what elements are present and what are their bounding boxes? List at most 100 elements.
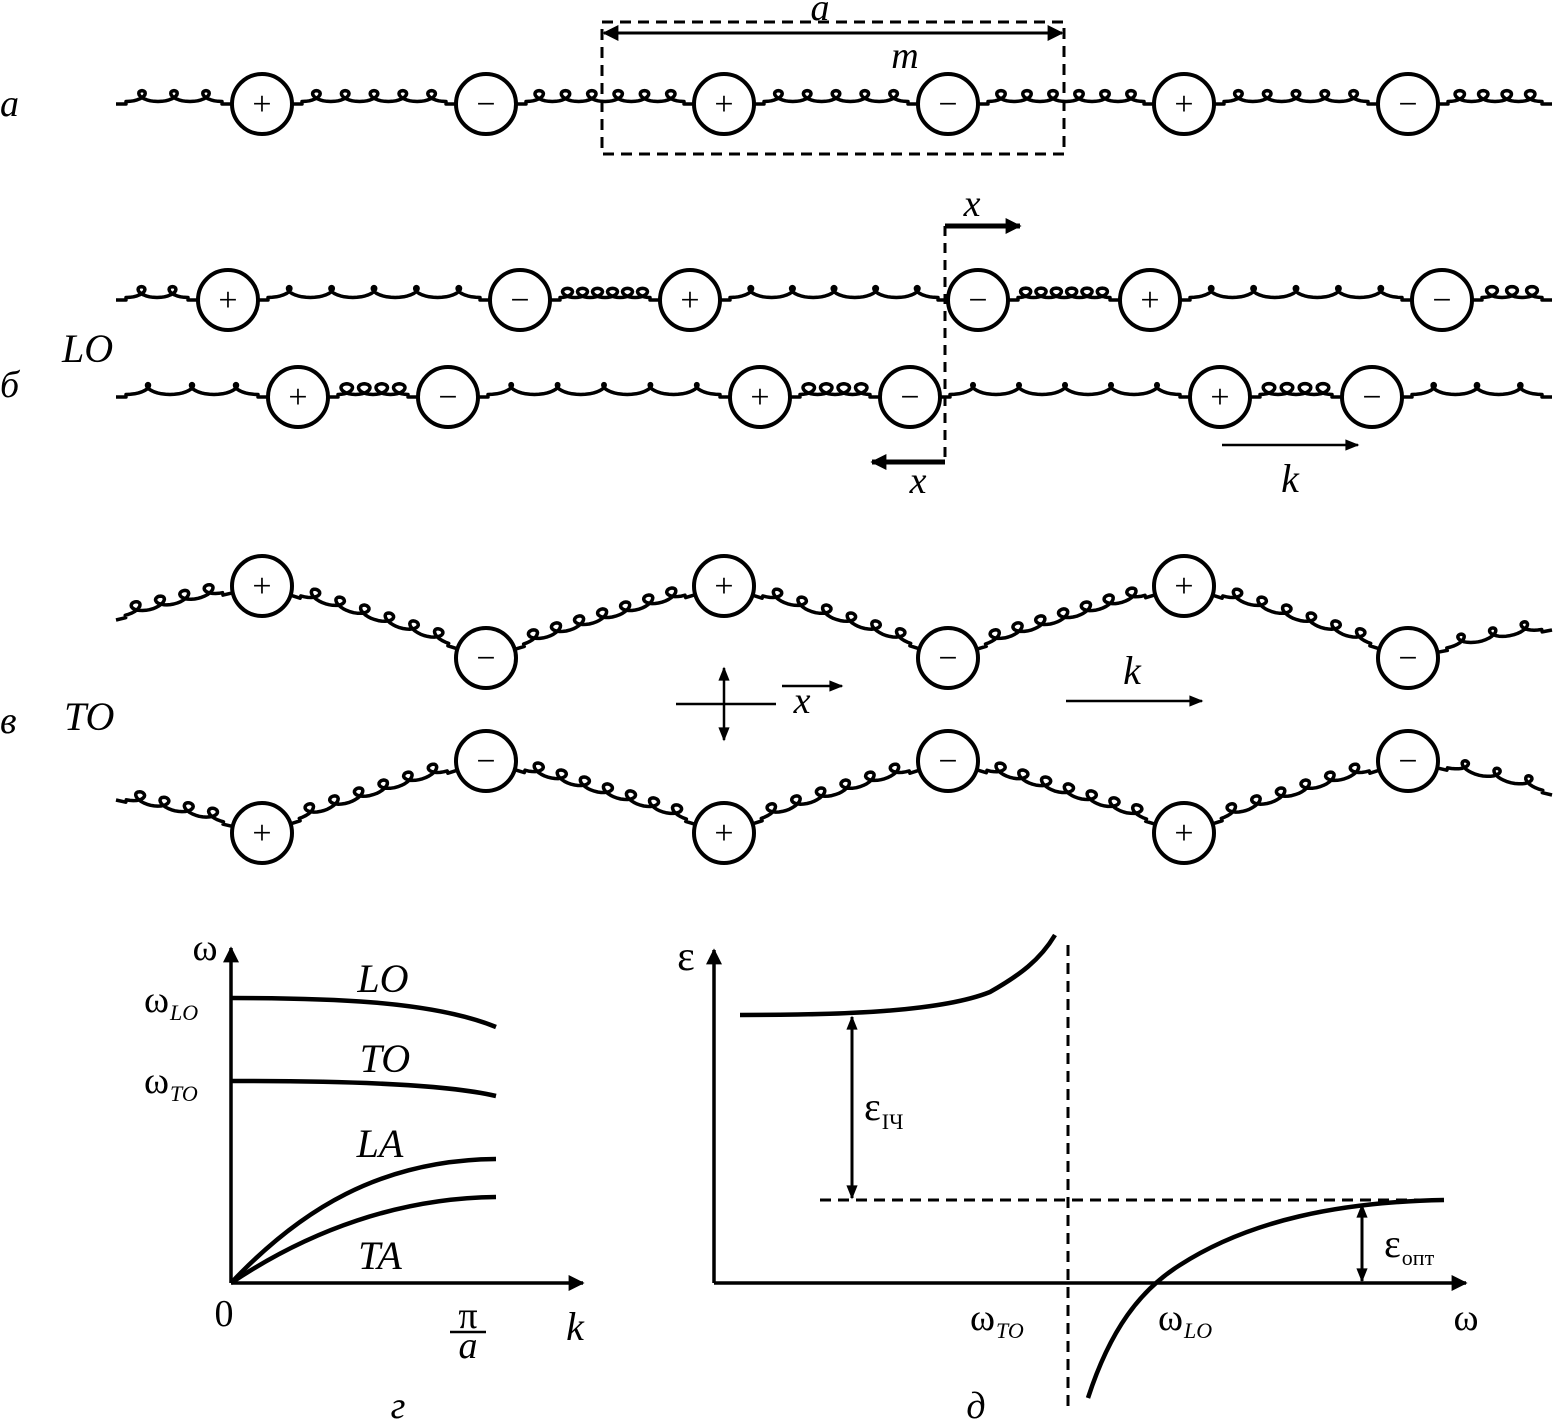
ion-circle [658,268,722,332]
dispersion-origin-label: 0 [215,1293,234,1335]
panel-b-letter: б [0,364,21,406]
ta-branch-curve [229,1194,497,1285]
ion-charge-sign: − [510,282,529,319]
ion-circle [488,268,552,332]
chain-v-lower: + − + − + − [115,729,1553,865]
lattice-constant-label: a [811,0,830,29]
negative-ion: − [1340,365,1404,429]
chain-v-upper: + − + − + − [115,554,1553,690]
spring [720,284,948,302]
ion-charge-sign: − [438,379,457,416]
lo-branch-label: LO [356,956,408,1001]
chain-b-lower: + − + − + − [116,365,1552,429]
negative-ion: − [1376,729,1440,793]
ion-circle [454,626,518,690]
negative-ion: − [916,729,980,793]
ion-circle [916,729,980,793]
spring [1436,759,1553,797]
spring [752,587,920,651]
ion-circle [692,554,756,618]
spring [1472,284,1552,302]
spring [514,586,696,651]
spring [1212,762,1380,826]
eps-ir-sub: ІЧ [882,1109,904,1134]
negative-ion: − [416,365,480,429]
negative-ion: − [916,72,980,136]
ion-charge-sign: + [714,568,733,605]
negative-ion: − [488,268,552,332]
ion-charge-sign: + [1210,379,1229,416]
to-branch-label: TO [360,1036,410,1081]
positive-ion: + [692,72,756,136]
spring [115,582,234,622]
ion-circle [1340,365,1404,429]
ion-charge-sign: − [1398,743,1417,780]
spring [290,762,458,826]
chain-b-upper: + − + − + − [116,268,1552,332]
chain-a: + − + − + − [116,72,1552,136]
spring [754,88,918,106]
ion-charge-sign: + [1174,86,1193,123]
ion-circle [692,72,756,136]
omega-lo-tick-main: ω [144,979,169,1021]
ion-circle [1410,268,1474,332]
dispersion-x-axis-label: k [566,1304,585,1349]
spring [1180,284,1412,302]
zone-boundary-denominator: a [459,1325,478,1367]
positive-ion: + [230,801,294,865]
wavevector-to-label: k [1123,648,1142,693]
ion-charge-sign: + [714,86,733,123]
negative-ion: − [454,72,518,136]
ion-charge-sign: − [938,86,957,123]
ion-charge-sign: + [1140,282,1159,319]
ion-charge-sign: + [1174,815,1193,852]
ion-charge-sign: − [900,379,919,416]
positive-ion: + [1152,801,1216,865]
spring [976,761,1156,826]
positive-ion: + [728,365,792,429]
positive-ion: + [230,72,294,136]
ion-circle [1376,729,1440,793]
panel-a: а + − + − + − a m [0,0,1552,156]
ion-circle [454,729,518,793]
mass-label: m [891,35,918,77]
ion-circle [728,365,792,429]
omega-to-tick-sub: TO [170,1081,198,1106]
omega-to-tick-main: ω [144,1060,169,1102]
ion-charge-sign: + [750,379,769,416]
lo-mode-label: LO [61,326,113,371]
ion-circle [1118,268,1182,332]
ion-circle [1152,72,1216,136]
panel-d: ε ω εІЧ εопт ωTO ωLO д [677,933,1479,1427]
spring [1008,286,1120,302]
spring [290,587,458,651]
la-branch-curve [229,1156,497,1285]
negative-ion: − [946,268,1010,332]
panel-d-letter: д [966,1385,985,1422]
ion-charge-sign: + [288,379,307,416]
ion-charge-sign: − [1398,86,1417,123]
to-mode-label: TO [64,694,114,739]
negative-ion: − [454,729,518,793]
positive-ion: + [1152,72,1216,136]
spring [116,381,268,399]
spring [1250,381,1342,399]
ion-circle [454,72,518,136]
ion-circle [230,801,294,865]
ion-charge-sign: + [252,86,271,123]
negative-ion: − [916,626,980,690]
eps-ir-label: εІЧ [864,1084,903,1134]
eps-opt-main: ε [1384,1221,1401,1266]
ion-circle [946,268,1010,332]
ion-circle [1376,72,1440,136]
omega-to-tick: ωTO [144,1060,198,1106]
unit-cell-box [600,20,1066,156]
positive-ion: + [196,268,260,332]
ion-charge-sign: + [252,815,271,852]
eps-opt-sub: опт [1402,1245,1435,1270]
spring [1438,88,1552,106]
la-branch-label: LA [356,1121,404,1166]
positive-ion: + [266,365,330,429]
ion-circle [230,554,294,618]
negative-ion: − [1410,268,1474,332]
